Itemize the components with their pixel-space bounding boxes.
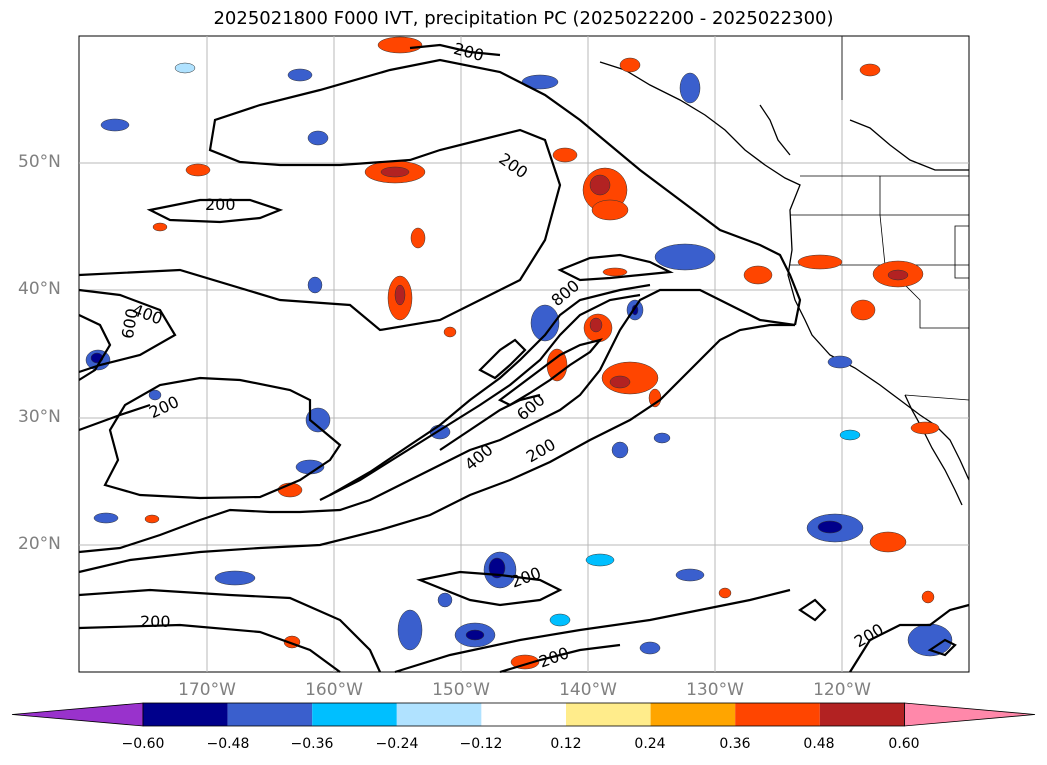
colorbar-box	[143, 703, 228, 726]
lon-label: 170°W	[178, 680, 236, 700]
colorbar-outline	[142, 702, 905, 727]
page-title: 2025021800 F000 IVT, precipitation PC (2…	[213, 8, 834, 29]
colorbar-tick-label: 0.60	[888, 736, 920, 752]
lat-label: 20°N	[18, 534, 61, 554]
colorbar-tick-label: 0.48	[803, 736, 835, 752]
colorbar-box	[312, 703, 397, 726]
colorbar-extend-min	[11, 702, 144, 727]
contour-label-group: 200 200 200 600 400 200 200 800 600 400 …	[118, 39, 887, 672]
colorbar-tick-label: −0.48	[206, 736, 250, 752]
lat-label: 40°N	[18, 279, 61, 299]
colorbar-box	[650, 703, 736, 726]
ivt-contours	[78, 43, 970, 674]
colorbar-box	[396, 703, 482, 726]
colorbar-box	[227, 703, 313, 726]
lat-label: 50°N	[18, 152, 61, 172]
colorbar-box	[481, 703, 566, 726]
precip-negative	[85, 62, 953, 657]
contour-label: 200	[205, 195, 236, 214]
colorbar	[11, 702, 1036, 727]
colorbar-tick-label: −0.60	[121, 736, 165, 752]
colorbar-tick-label: −0.12	[459, 736, 503, 752]
colorbar-tick-label: 0.24	[634, 736, 666, 752]
colorbar-tick-label: 0.12	[550, 736, 582, 752]
colorbar-box	[735, 703, 820, 726]
lon-label: 140°W	[559, 680, 617, 700]
lon-label: 120°W	[813, 680, 871, 700]
colorbar-tick-label: −0.36	[290, 736, 334, 752]
colorbar-box	[819, 703, 905, 726]
lon-label: 150°W	[432, 680, 490, 700]
map-frame	[78, 35, 970, 673]
coastline	[599, 61, 970, 506]
colorbar-extend-max	[904, 702, 1036, 727]
lon-label: 130°W	[686, 680, 744, 700]
lon-label: 160°W	[305, 680, 363, 700]
colorbar-box	[566, 703, 651, 726]
colorbar-tick-label: 0.36	[719, 736, 751, 752]
colorbar-tick-label: −0.24	[375, 736, 419, 752]
precip-positive	[144, 36, 940, 670]
lat-label: 30°N	[18, 407, 61, 427]
contour-label: 200	[140, 612, 171, 631]
